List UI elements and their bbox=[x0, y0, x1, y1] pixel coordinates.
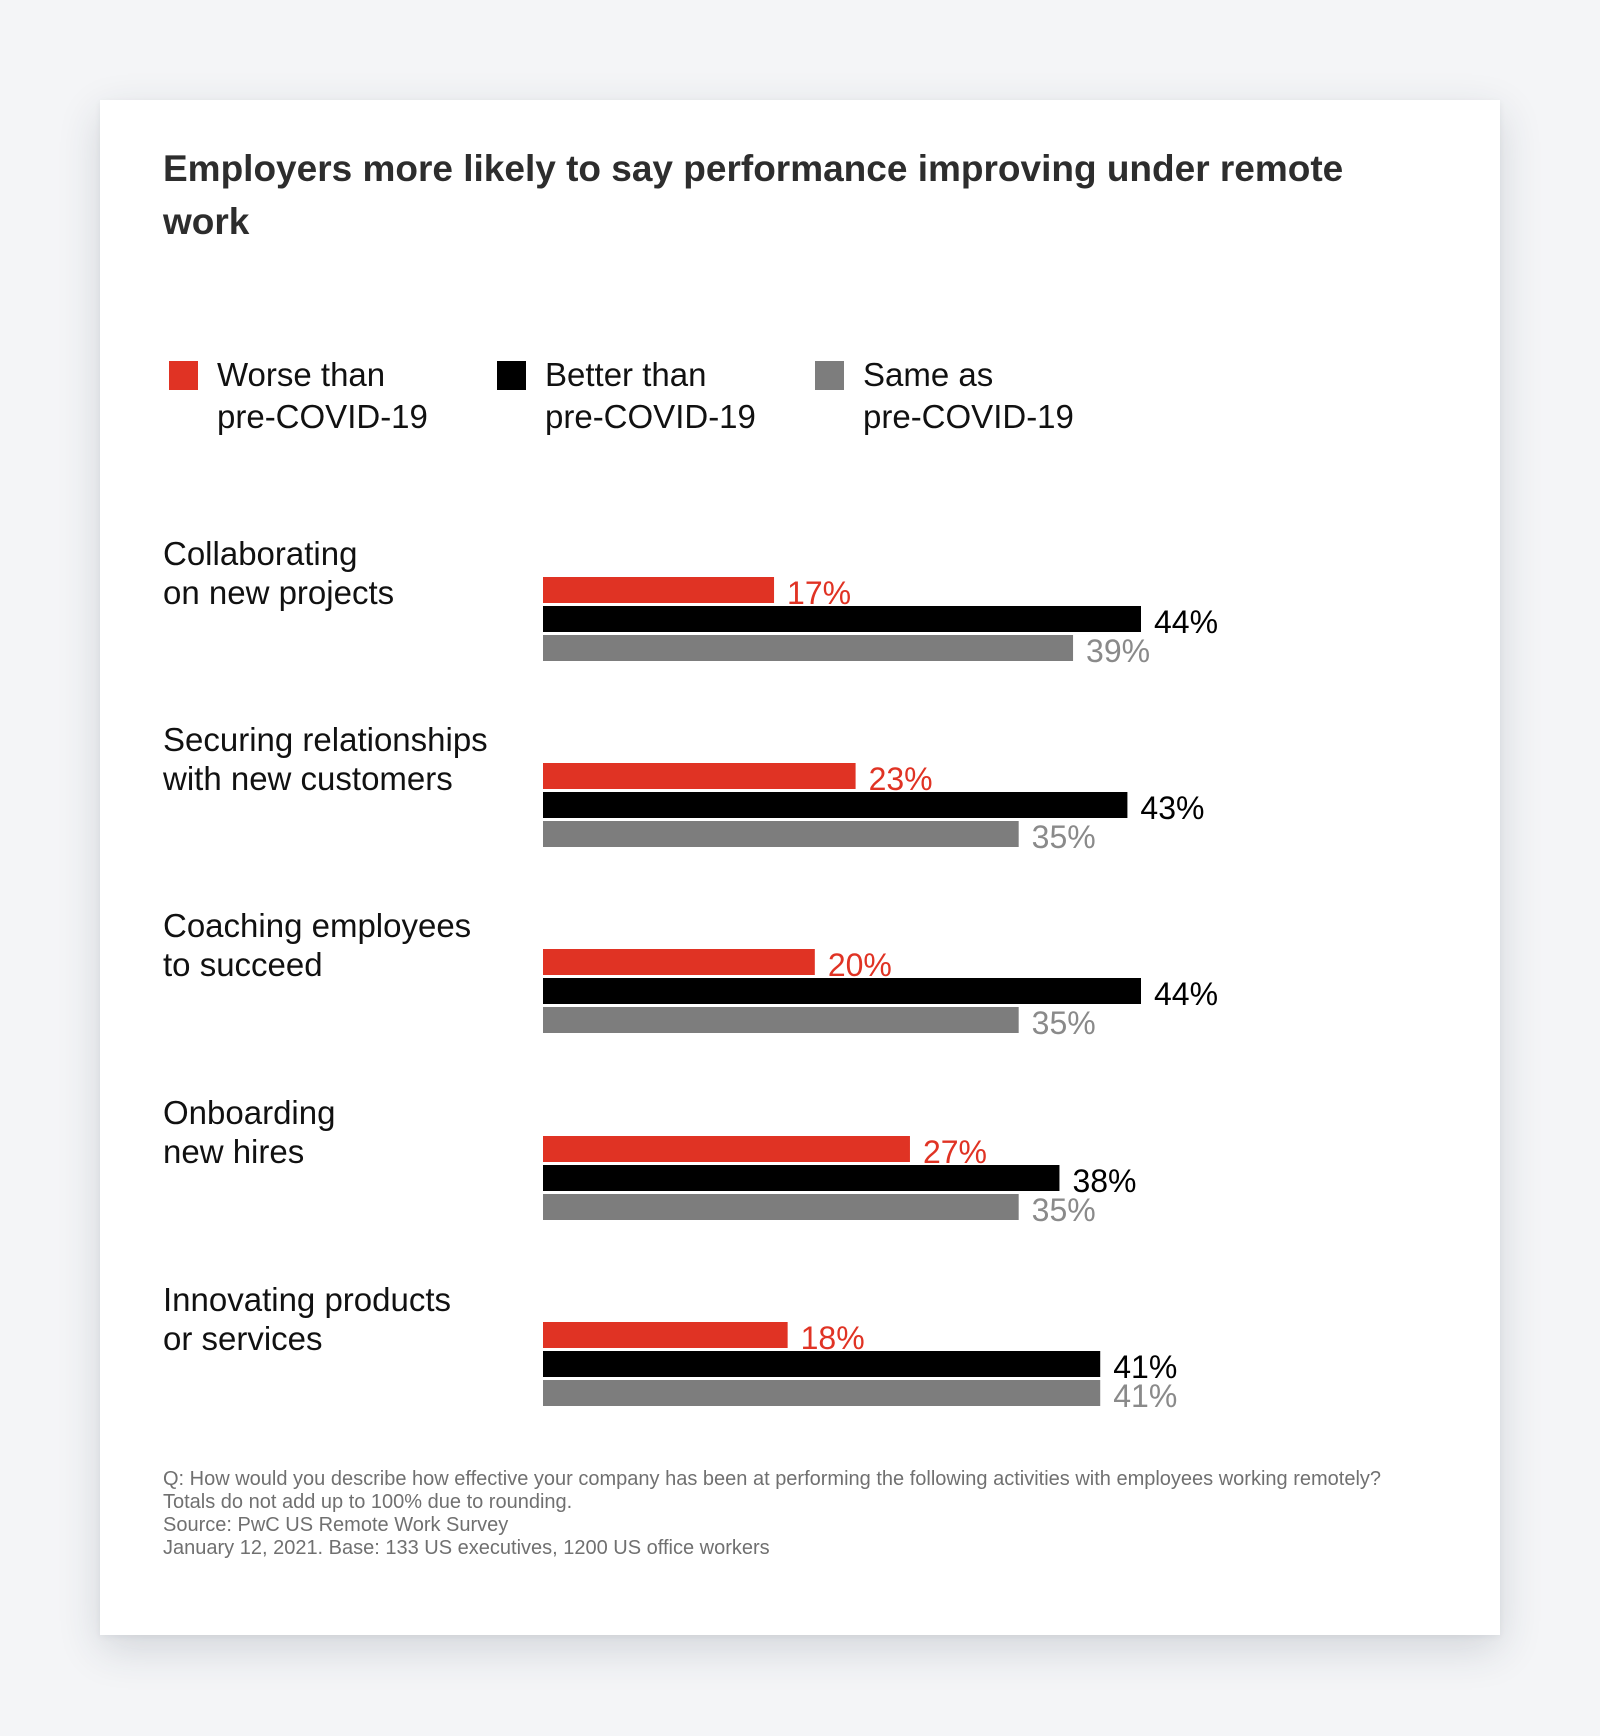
bar-same-2 bbox=[543, 1007, 1019, 1033]
category-label-onboarding: Onboarding new hires bbox=[163, 1093, 523, 1171]
category-label-line2: or services bbox=[163, 1320, 323, 1357]
legend-label-worse-line1: Worse than bbox=[217, 356, 386, 393]
value-label-same-4: 41% bbox=[1113, 1378, 1177, 1414]
category-label-line1: Securing relationships bbox=[163, 721, 488, 758]
footnote-rounding: Totals do not add up to 100% due to roun… bbox=[163, 1491, 573, 1513]
value-label-better-2: 44% bbox=[1154, 976, 1218, 1012]
bar-better-0 bbox=[543, 606, 1141, 632]
category-label-line2: to succeed bbox=[163, 946, 323, 983]
footnote-question: Q: How would you describe how effective … bbox=[163, 1468, 1382, 1490]
bar-same-1 bbox=[543, 821, 1019, 847]
bar-worse-0 bbox=[543, 577, 775, 603]
category-label-line1: Coaching employees bbox=[163, 907, 472, 944]
value-label-same-3: 35% bbox=[1032, 1192, 1096, 1228]
category-label-line2: on new projects bbox=[163, 574, 395, 611]
legend-swatch-same bbox=[815, 361, 844, 390]
legend-label-better-line1: Better than bbox=[545, 356, 707, 393]
value-label-better-0: 44% bbox=[1154, 604, 1218, 640]
bar-same-4 bbox=[543, 1380, 1101, 1406]
footnote: Q: How would you describe how effective … bbox=[163, 1468, 1453, 1560]
bar-worse-1 bbox=[543, 763, 856, 789]
category-label-coaching: Coaching employees to succeed bbox=[163, 906, 523, 984]
legend-label-better: Better than pre-COVID-19 bbox=[545, 354, 825, 438]
value-label-worse-2: 20% bbox=[828, 947, 892, 983]
legend-label-better-line2: pre-COVID-19 bbox=[545, 398, 756, 435]
category-label-securing: Securing relationships with new customer… bbox=[163, 720, 523, 798]
bar-worse-4 bbox=[543, 1322, 788, 1348]
value-label-better-4: 41% bbox=[1113, 1349, 1177, 1385]
category-label-line1: Collaborating bbox=[163, 535, 358, 572]
legend-label-same: Same as pre-COVID-19 bbox=[863, 354, 1143, 438]
legend-label-worse-line2: pre-COVID-19 bbox=[217, 398, 428, 435]
value-label-same-2: 35% bbox=[1032, 1005, 1096, 1041]
bar-better-2 bbox=[543, 978, 1141, 1004]
bar-better-4 bbox=[543, 1351, 1101, 1377]
category-label-line1: Onboarding bbox=[163, 1094, 336, 1131]
category-label-line2: with new customers bbox=[163, 760, 453, 797]
value-label-better-3: 38% bbox=[1072, 1163, 1136, 1199]
category-label-innovating: Innovating products or services bbox=[163, 1280, 523, 1358]
category-label-line1: Innovating products bbox=[163, 1281, 452, 1318]
category-label-collaborating: Collaborating on new projects bbox=[163, 534, 523, 612]
bar-better-1 bbox=[543, 792, 1128, 818]
value-label-worse-0: 17% bbox=[787, 575, 851, 611]
value-label-same-1: 35% bbox=[1032, 819, 1096, 855]
legend-label-worse: Worse than pre-COVID-19 bbox=[217, 354, 497, 438]
bar-worse-3 bbox=[543, 1136, 910, 1162]
footnote-source: Source: PwC US Remote Work Survey bbox=[163, 1514, 509, 1536]
chart-card: Employers more likely to say performance… bbox=[100, 100, 1500, 1635]
footnote-base: January 12, 2021. Base: 133 US executive… bbox=[163, 1537, 770, 1559]
category-label-line2: new hires bbox=[163, 1133, 305, 1170]
bar-same-3 bbox=[543, 1194, 1019, 1220]
bar-worse-2 bbox=[543, 949, 815, 975]
value-label-same-0: 39% bbox=[1086, 633, 1150, 669]
value-label-worse-4: 18% bbox=[801, 1320, 865, 1356]
chart-title: Employers more likely to say performance… bbox=[163, 148, 1344, 242]
bar-better-3 bbox=[543, 1165, 1060, 1191]
value-label-worse-3: 27% bbox=[923, 1134, 987, 1170]
bar-same-0 bbox=[543, 635, 1074, 661]
legend-label-same-line2: pre-COVID-19 bbox=[863, 398, 1074, 435]
legend-swatch-worse bbox=[169, 361, 198, 390]
bar-chart: 17%44%39%23%43%35%20%44%35%27%38%35%18%4… bbox=[543, 575, 1218, 1414]
legend-swatch-better bbox=[497, 361, 526, 390]
value-label-better-1: 43% bbox=[1140, 790, 1204, 826]
value-label-worse-1: 23% bbox=[869, 761, 933, 797]
legend-label-same-line1: Same as bbox=[863, 356, 994, 393]
